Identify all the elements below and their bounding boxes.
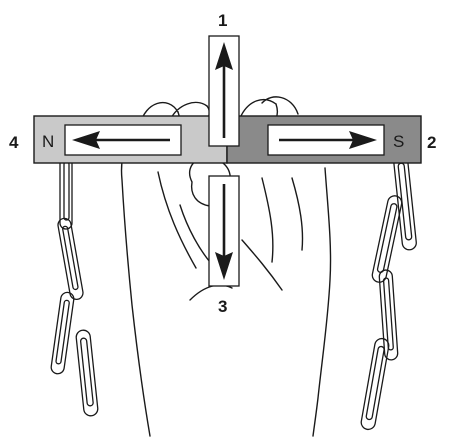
- paperclip-inner: [80, 337, 94, 407]
- paperclip: [371, 195, 403, 283]
- arrow-box-left: [64, 124, 182, 156]
- arrow-left-icon: [72, 131, 100, 149]
- paperclip: [75, 329, 99, 417]
- paperclip: [50, 291, 75, 375]
- arrow-box-top: [208, 35, 240, 147]
- paperclip: [378, 269, 399, 361]
- arrow-up-icon: [215, 42, 233, 70]
- paperclip-inner: [63, 161, 70, 221]
- paperclip: [59, 154, 73, 230]
- paperclip-inner: [365, 345, 385, 421]
- paperclip-inner: [62, 225, 79, 291]
- direction-label-1: 1: [218, 11, 227, 30]
- paperclip: [57, 217, 84, 301]
- direction-label-2: 2: [427, 133, 436, 152]
- paperclip-inner: [376, 203, 398, 273]
- paperclip: [360, 337, 390, 431]
- paperclip-inner: [55, 299, 70, 365]
- paperclip-chain-left: [50, 154, 99, 417]
- arrow-right-icon: [349, 131, 377, 149]
- pole-label-south: S: [393, 132, 404, 151]
- pole-label-north: N: [42, 132, 54, 151]
- direction-label-3: 3: [218, 297, 227, 316]
- arrow-down-icon: [215, 252, 233, 280]
- hand: [120, 96, 332, 437]
- arrow-box-bottom: [208, 175, 240, 287]
- paperclip-inner: [397, 162, 413, 241]
- direction-label-4: 4: [9, 133, 19, 152]
- paperclip-inner: [382, 277, 394, 351]
- arrow-box-right: [267, 124, 385, 156]
- paperclip-chain-right: [360, 154, 417, 431]
